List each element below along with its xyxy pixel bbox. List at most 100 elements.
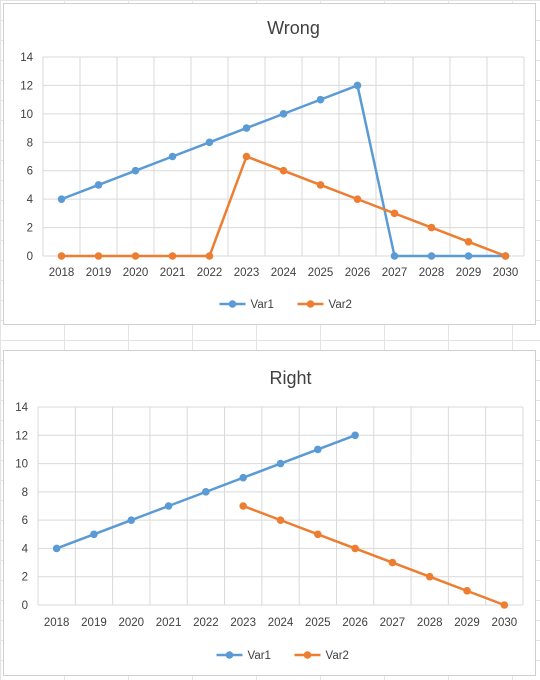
x-tick-label: 2024 [268, 617, 294, 629]
data-point-var2 [168, 252, 177, 260]
data-point-var1 [239, 473, 247, 482]
x-tick-label: 2029 [454, 617, 480, 629]
series-var1 [57, 81, 510, 260]
legend-swatch-marker [306, 300, 315, 308]
x-tick-label: 2023 [234, 267, 260, 279]
gridlines [42, 56, 525, 257]
data-point-var1 [202, 488, 210, 496]
x-tick-label: 2018 [49, 267, 75, 279]
y-tick-label: 2 [22, 572, 28, 584]
legend: Var1 Var2 [216, 650, 349, 662]
x-tick-label: 2025 [305, 617, 331, 629]
data-point-var1 [242, 124, 251, 132]
x-tick-label: 2029 [456, 267, 482, 279]
series-var2 [57, 152, 510, 260]
data-point-var1 [351, 431, 359, 440]
x-tick-label: 2019 [86, 267, 112, 279]
data-point-var1 [127, 516, 136, 524]
data-point-var1 [276, 459, 285, 468]
chart-title: Wrong [267, 18, 320, 38]
legend-swatch-marker [228, 300, 237, 308]
x-tick-label: 2019 [81, 617, 107, 629]
series-var1 [52, 431, 359, 553]
data-point-var2 [351, 544, 359, 553]
data-point-var2 [242, 152, 251, 161]
data-point-var1 [314, 445, 322, 454]
data-point-var2 [427, 223, 436, 232]
x-tick-label: 2027 [380, 617, 406, 629]
x-tick-label: 2023 [230, 617, 256, 629]
legend-item-var2[interactable]: Var2 [297, 299, 352, 311]
data-point-var2 [390, 209, 399, 218]
data-point-var1 [168, 152, 177, 161]
y-tick-label: 10 [20, 109, 33, 121]
y-tick-label: 4 [27, 194, 34, 206]
series-line-var2 [242, 504, 505, 607]
legend-item-var1[interactable]: Var1 [219, 299, 274, 311]
x-tick-label: 2024 [271, 267, 297, 279]
data-point-var2 [353, 195, 362, 203]
gridlines [37, 406, 524, 606]
y-tick-label: 4 [22, 543, 29, 555]
data-point-var2 [501, 252, 510, 260]
series-var2 [239, 502, 509, 609]
data-point-var2 [276, 516, 285, 524]
legend-item-var1[interactable]: Var1 [216, 650, 271, 662]
data-point-var2 [463, 587, 471, 595]
legend-label: Var1 [251, 299, 274, 311]
y-tick-label: 14 [20, 52, 33, 64]
data-point-var2 [205, 252, 214, 260]
x-tick-label: 2028 [417, 617, 443, 629]
data-point-var1 [94, 181, 103, 189]
data-point-var1 [205, 138, 214, 147]
legend-swatch-marker [225, 651, 234, 659]
x-tick-label: 2020 [123, 267, 149, 279]
data-point-var1 [353, 81, 362, 90]
data-point-var1 [52, 544, 61, 553]
x-tick-label: 2022 [193, 617, 219, 629]
y-tick-label: 6 [27, 166, 33, 178]
x-tick-label: 2027 [382, 267, 408, 279]
data-point-var1 [164, 502, 173, 510]
chart-right: Right 0 2 4 6 8 10 12 14 2018 2019 2020 2021 2022 2023… [15, 368, 524, 662]
y-tick-label: 0 [27, 251, 33, 263]
data-point-var2 [388, 558, 397, 567]
data-point-var1 [90, 530, 98, 539]
x-tick-label: 2026 [342, 617, 368, 629]
data-point-var1 [427, 252, 436, 260]
legend-item-var2[interactable]: Var2 [294, 650, 349, 662]
data-point-var2 [94, 252, 103, 260]
y-tick-label: 2 [27, 223, 33, 235]
x-tick-label: 2022 [197, 267, 223, 279]
x-tick-label: 2020 [118, 617, 144, 629]
y-tick-label: 8 [27, 137, 33, 149]
chart-panel-wrong[interactable]: Wrong 0 2 4 6 8 10 12 14 2018 2019 2020 2021 2022 2023… [3, 3, 536, 325]
y-tick-label: 10 [15, 459, 28, 471]
x-tick-label: 2018 [44, 617, 70, 629]
y-tick-label: 6 [22, 515, 28, 527]
chart-title: Right [269, 368, 311, 388]
x-tick-label: 2026 [345, 267, 371, 279]
data-point-var2 [239, 502, 247, 510]
data-point-var2 [316, 181, 325, 189]
y-tick-label: 12 [20, 80, 33, 92]
data-point-var2 [57, 252, 66, 260]
chart-panel-right[interactable]: Right 0 2 4 6 8 10 12 14 2018 2019 2020 2021 2022 2023… [3, 350, 536, 676]
legend-swatch-marker [303, 651, 312, 659]
data-point-var2 [131, 252, 140, 260]
data-point-var2 [314, 530, 322, 539]
legend: Var1 Var2 [219, 299, 352, 311]
data-point-var2 [425, 572, 434, 581]
data-point-var1 [464, 252, 473, 260]
x-tick-label: 2021 [156, 617, 182, 629]
x-tick-label: 2021 [160, 267, 186, 279]
y-tick-label: 8 [22, 487, 28, 499]
legend-label: Var1 [248, 650, 271, 662]
data-point-var1 [57, 195, 66, 203]
data-point-var2 [279, 166, 288, 175]
y-tick-label: 0 [22, 600, 28, 612]
data-point-var1 [390, 252, 399, 260]
y-tick-label: 14 [15, 402, 28, 414]
y-tick-label: 12 [15, 430, 28, 442]
data-point-var1 [279, 110, 288, 118]
